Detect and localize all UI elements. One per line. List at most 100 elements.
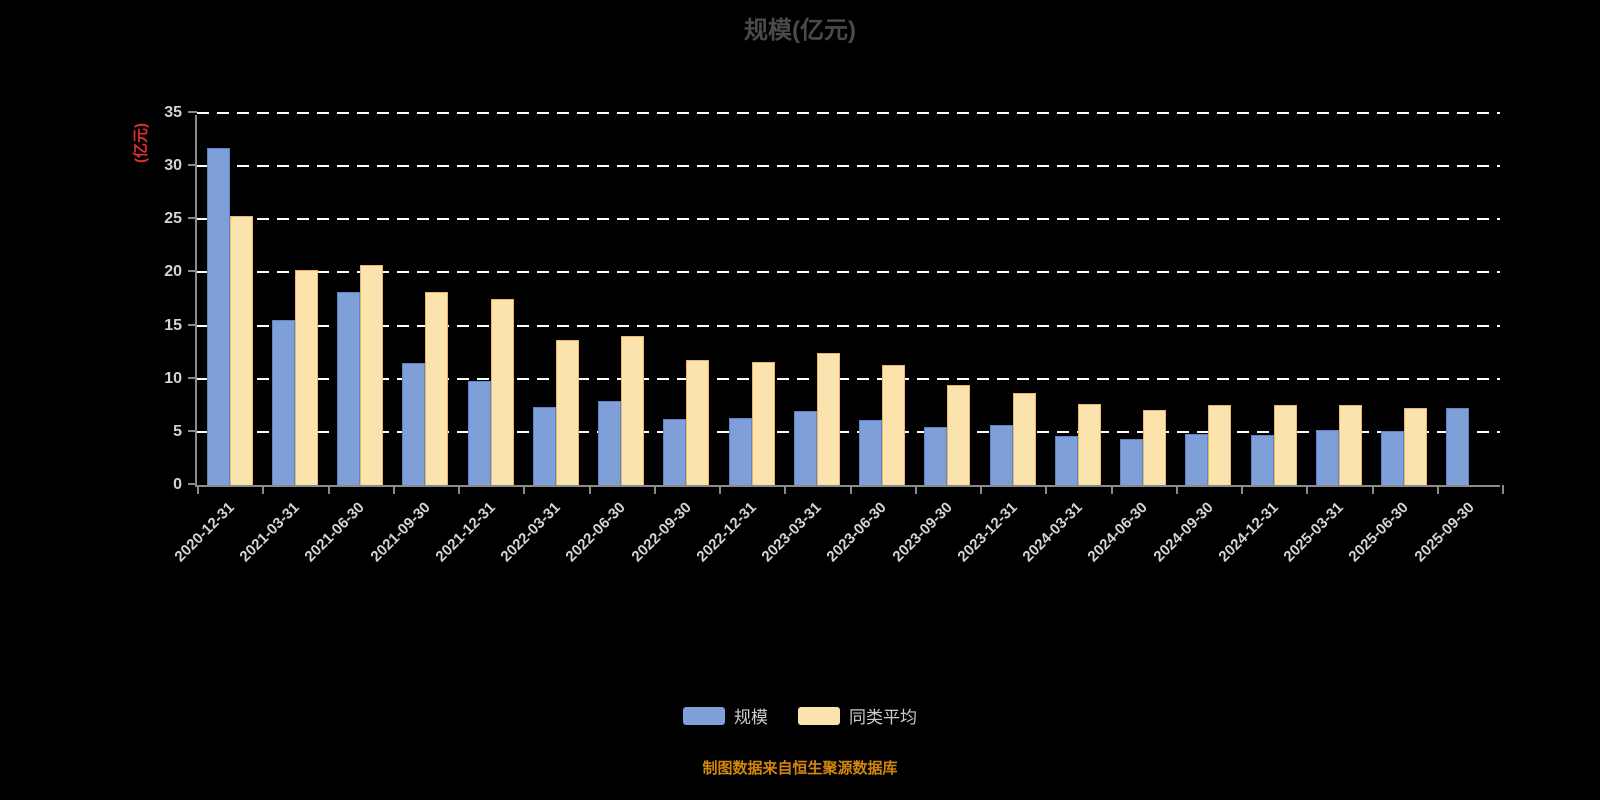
bar-peer-average[interactable] (621, 336, 645, 485)
x-tick-label: 2024-09-30 (1150, 499, 1217, 566)
bar-scale[interactable] (1381, 430, 1405, 485)
bar-scale[interactable] (598, 401, 622, 485)
y-axis-title: (亿元) (132, 123, 150, 163)
y-axis-tick (188, 376, 197, 379)
legend: 规模 同类平均 (0, 703, 1600, 728)
y-axis-tick (188, 270, 197, 273)
gridline (197, 112, 1500, 114)
x-axis-tick (392, 485, 395, 494)
bar-scale[interactable] (532, 407, 556, 485)
y-tick-label: 25 (164, 210, 182, 228)
bar-peer-average[interactable] (1273, 405, 1297, 485)
bar-scale[interactable] (989, 425, 1013, 485)
gridline (197, 218, 1500, 221)
bar-peer-average[interactable] (425, 291, 449, 485)
x-tick-label: 2024-12-31 (1215, 499, 1282, 566)
y-tick-label: 35 (164, 104, 182, 121)
source-note: 制图数据来自恒生聚源数据库 (702, 760, 898, 777)
bar-scale[interactable] (924, 426, 948, 485)
x-axis-tick (1436, 485, 1439, 494)
bar-peer-average[interactable] (882, 364, 906, 485)
y-axis-tick (188, 323, 197, 326)
bar-peer-average[interactable] (1208, 405, 1232, 485)
x-tick-label: 2021-06-30 (301, 499, 369, 566)
x-tick-label: 2023-06-30 (823, 499, 891, 566)
bar-scale[interactable] (1120, 439, 1144, 485)
x-axis-tick (197, 485, 199, 494)
x-axis-tick (458, 485, 460, 494)
x-axis-tick (719, 485, 721, 494)
x-tick-label: 2021-12-31 (432, 499, 499, 566)
legend-label: 规模 (734, 708, 768, 727)
x-tick-label: 2024-06-30 (1084, 499, 1152, 566)
x-tick-label: 2023-09-30 (889, 499, 956, 566)
bar-scale[interactable] (1446, 408, 1470, 485)
chart-title: 规模(亿元) (744, 17, 856, 44)
y-axis-tick (188, 483, 197, 485)
bar-peer-average[interactable] (947, 385, 971, 485)
bar-scale[interactable] (402, 362, 426, 485)
x-axis-tick (784, 485, 787, 494)
bar-peer-average[interactable] (1012, 392, 1036, 485)
legend-label: 同类平均 (849, 708, 917, 727)
x-axis-tick (262, 485, 265, 494)
gridline (197, 377, 1500, 380)
bar-peer-average[interactable] (1338, 405, 1362, 485)
gridline (197, 271, 1500, 274)
bar-scale[interactable] (1315, 429, 1339, 485)
bar-peer-average[interactable] (360, 265, 384, 485)
legend-item-scale[interactable]: 规模 (683, 703, 768, 728)
x-tick-label: 2022-12-31 (693, 499, 760, 566)
bar-scale[interactable] (793, 410, 817, 485)
bar-scale[interactable] (859, 420, 883, 485)
gridline (197, 430, 1500, 433)
y-tick-label: 10 (164, 369, 182, 387)
x-axis-tick (523, 485, 526, 494)
bar-scale[interactable] (337, 291, 361, 485)
plot-area: 0 5 10 15 20 25 30 35 2020-12-31 2021-03-31 2021-0… (164, 104, 1504, 565)
x-tick-label: 2023-03-31 (758, 499, 825, 566)
bar-peer-average[interactable] (555, 340, 579, 485)
bar-scale[interactable] (206, 148, 230, 485)
bar-scale[interactable] (271, 320, 295, 485)
bar-peer-average[interactable] (751, 361, 775, 485)
x-tick-label: 2021-03-31 (236, 499, 303, 566)
y-tick-label: 15 (164, 316, 182, 334)
bar-peer-average[interactable] (1404, 408, 1428, 485)
y-axis-tick (188, 164, 197, 167)
x-axis-tick (1241, 485, 1243, 494)
bar-peer-average[interactable] (686, 359, 710, 485)
x-tick-label: 2021-09-30 (367, 499, 434, 566)
bar-peer-average[interactable] (229, 216, 253, 485)
x-tick-label: 2022-09-30 (628, 499, 695, 566)
y-axis-tick (188, 217, 197, 220)
gridline (197, 165, 1500, 168)
bar-scale[interactable] (728, 418, 752, 485)
bar-peer-average[interactable] (1077, 404, 1101, 485)
bar-scale[interactable] (1185, 433, 1209, 485)
x-axis-tick (1045, 485, 1048, 494)
x-axis-tick (914, 485, 917, 494)
bar-peer-average[interactable] (816, 353, 840, 485)
scale-swatch-icon (683, 706, 725, 725)
x-axis-tick (1371, 485, 1374, 494)
y-tick-label: 20 (164, 263, 182, 281)
x-tick-label: 2020-12-31 (171, 499, 238, 566)
bar-scale[interactable] (1054, 436, 1078, 485)
y-tick-label: 5 (173, 422, 182, 440)
x-tick-label: 2025-03-31 (1280, 499, 1347, 566)
bar-peer-average[interactable] (1143, 409, 1167, 485)
bar-scale[interactable] (663, 419, 687, 485)
peer-average-swatch-icon (798, 706, 840, 725)
bar-scale[interactable] (1250, 435, 1274, 485)
x-tick-label: 2025-09-30 (1411, 499, 1478, 566)
bar-peer-average[interactable] (294, 270, 318, 485)
bar-scale[interactable] (467, 380, 491, 485)
legend-item-peer-average[interactable]: 同类平均 (798, 703, 917, 728)
bar-peer-average[interactable] (490, 299, 514, 485)
x-axis-tick (980, 485, 982, 494)
x-axis-tick (653, 485, 656, 494)
x-axis-tick (1175, 485, 1178, 494)
y-axis-tick (188, 429, 197, 432)
gridline (197, 324, 1500, 327)
